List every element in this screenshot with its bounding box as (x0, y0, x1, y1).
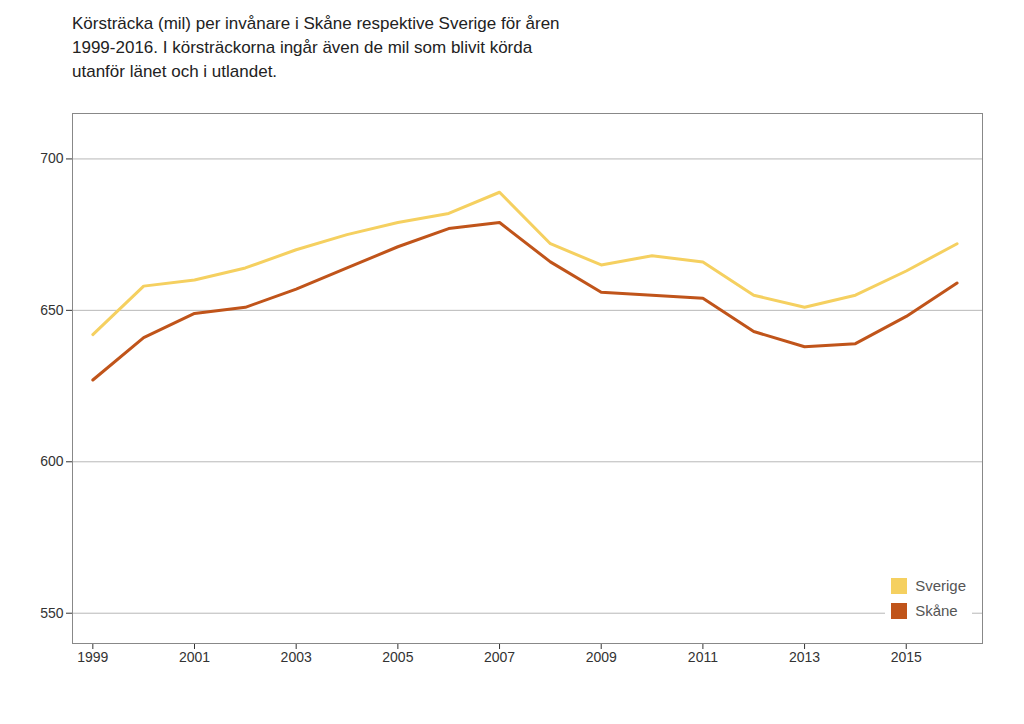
svg-text:2009: 2009 (586, 650, 617, 666)
html-text:Skåne: Skåne (915, 602, 958, 620)
svg-text:2013: 2013 (789, 650, 820, 666)
svg-text:650: 650 (40, 302, 64, 318)
svg-text:550: 550 (40, 605, 64, 621)
svg-text:2003: 2003 (281, 650, 312, 666)
svg-text:2007: 2007 (484, 650, 515, 666)
svg-text:2015: 2015 (891, 650, 922, 666)
svg-text:2011: 2011 (688, 650, 718, 666)
svg-text:2001: 2001 (179, 650, 210, 666)
svg-text:600: 600 (40, 454, 64, 470)
html-text:Sverige: Sverige (915, 577, 966, 595)
svg-text:2005: 2005 (382, 650, 413, 666)
svg-text:1999: 1999 (77, 650, 108, 666)
svg-text:700: 700 (40, 151, 64, 167)
html-text:Körsträcka (mil) per invånare: Körsträcka (mil) per invånare i Skåne re… (72, 14, 560, 81)
